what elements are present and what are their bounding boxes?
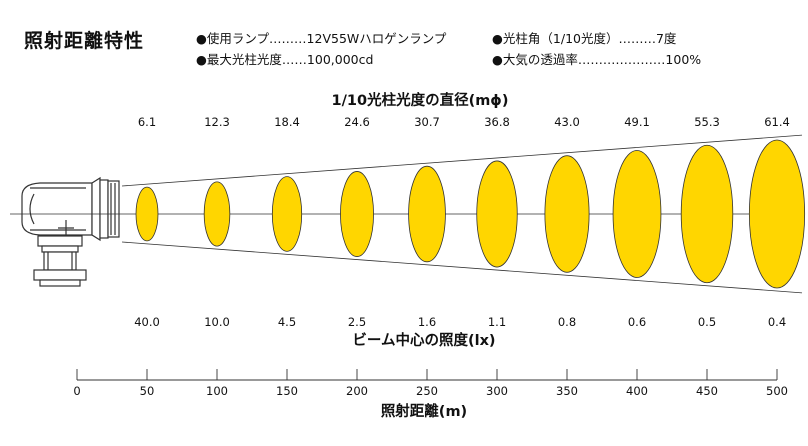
diameter-label: 6.1: [138, 115, 156, 129]
beam-ellipse-150m: [271, 176, 303, 252]
diameter-label: 18.4: [274, 115, 300, 129]
beam-ellipse-200m: [340, 171, 374, 257]
axis-tick-label: 300: [486, 384, 508, 398]
axis-tick-label: 250: [416, 384, 438, 398]
diameter-label: 61.4: [764, 115, 790, 129]
spec-lamp: ●使用ランプ………12V55Wハロゲンランプ: [196, 31, 447, 46]
searchlight-icon: [21, 176, 120, 287]
axis-tick-label: 400: [626, 384, 648, 398]
axis-tick-label: 50: [140, 384, 155, 398]
illuminance-label: 0.4: [768, 315, 786, 329]
axis-tick-label: 500: [766, 384, 788, 398]
illuminance-label: 10.0: [204, 315, 230, 329]
axis-tick-label: 200: [346, 384, 368, 398]
beam-ellipse-100m: [203, 181, 231, 247]
illuminance-label: 1.1: [488, 315, 506, 329]
diameter-label: 30.7: [414, 115, 440, 129]
diameter-label: 49.1: [624, 115, 650, 129]
axis-tick-label: 350: [556, 384, 578, 398]
diameter-label: 12.3: [204, 115, 230, 129]
illuminance-label: 40.0: [134, 315, 160, 329]
illuminance-label: 2.5: [348, 315, 366, 329]
beam-ellipse-50m: [135, 186, 159, 242]
illuminance-label: 0.6: [628, 315, 646, 329]
beam-edge-lower: [121, 241, 803, 294]
axis-tick-label: 100: [206, 384, 228, 398]
diameter-header: 1/10光柱光度の直径(mϕ): [332, 91, 509, 109]
beam-edge-upper: [121, 134, 803, 187]
axis-tick-label: 450: [696, 384, 718, 398]
diameter-label: 36.8: [484, 115, 510, 129]
beam-ellipse-300m: [476, 160, 518, 268]
beam-ellipse-400m: [612, 150, 662, 278]
illuminance-header: ビーム中心の照度(lx): [352, 331, 495, 349]
illuminance-label: 0.8: [558, 315, 576, 329]
diameter-label: 43.0: [554, 115, 580, 129]
beam-ellipse-250m: [408, 165, 446, 263]
distance-header: 照射距離(m): [381, 402, 467, 420]
illuminance-label: 0.5: [698, 315, 716, 329]
distance-axis: 0 50 100 150 200 250 300 350 400 450 500: [73, 369, 788, 398]
page-title: 照射距離特性: [24, 30, 145, 52]
spec-transmittance: ●大気の透過率…………………100%: [492, 52, 702, 67]
diameter-label: 55.3: [694, 115, 720, 129]
beam-ellipse-500m: [748, 139, 806, 289]
diameter-label: 24.6: [344, 115, 370, 129]
beam-ellipse-450m: [680, 144, 734, 284]
spec-max-intensity: ●最大光柱光度……100,000cd: [196, 52, 374, 67]
spec-beam-angle: ●光柱角（1/10光度）………7度: [492, 31, 677, 46]
illuminance-label: 4.5: [278, 315, 296, 329]
beam-ellipse-350m: [544, 155, 590, 273]
axis-tick-label: 0: [73, 384, 80, 398]
illuminance-label: 1.6: [418, 315, 436, 329]
axis-tick-label: 150: [276, 384, 298, 398]
